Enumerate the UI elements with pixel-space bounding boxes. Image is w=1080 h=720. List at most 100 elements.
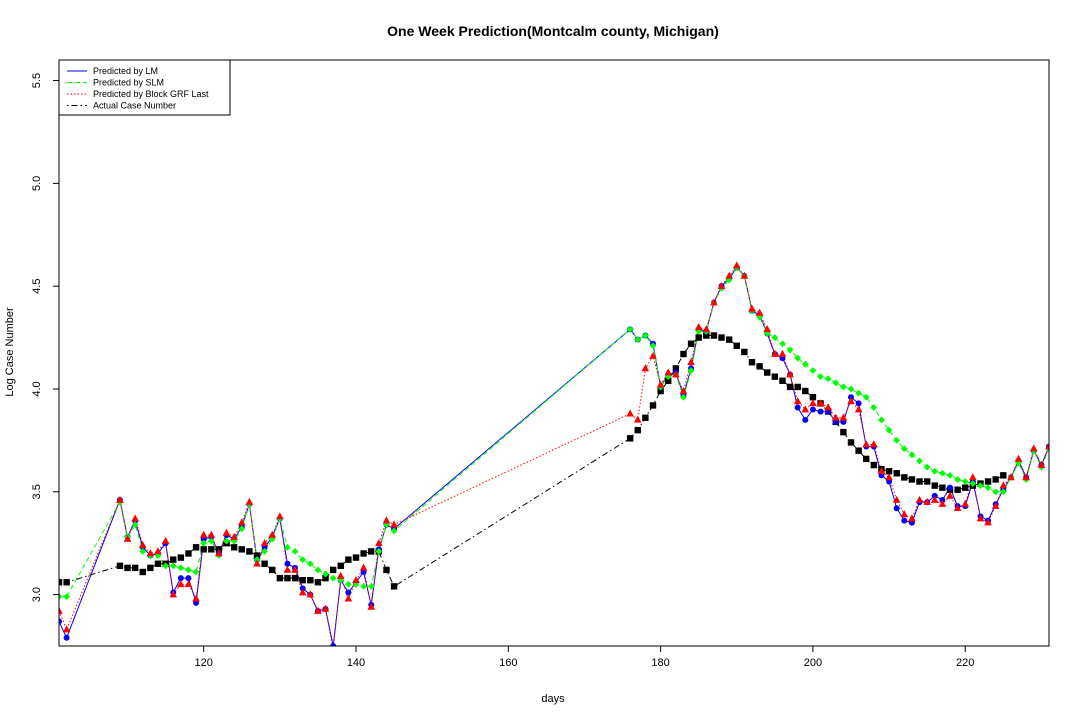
data-point-actual-case-number	[200, 546, 207, 553]
data-point-predicted-by-block-grf-last	[991, 501, 1000, 509]
data-point-predicted-by-slm	[238, 525, 246, 533]
data-point-predicted-by-slm	[885, 426, 893, 434]
data-point-predicted-by-slm	[352, 580, 360, 588]
data-point-actual-case-number	[908, 476, 916, 483]
data-point-actual-case-number	[261, 560, 268, 567]
data-point-predicted-by-slm	[961, 478, 969, 485]
data-point-predicted-by-block-grf-last	[877, 467, 886, 475]
data-point-actual-case-number	[916, 478, 923, 485]
data-point-predicted-by-slm	[207, 537, 215, 545]
data-point-predicted-by-block-grf-last	[961, 499, 970, 507]
data-point-predicted-by-slm	[641, 332, 649, 339]
data-point-predicted-by-block-grf-last	[763, 325, 772, 333]
data-point-predicted-by-block-grf-last	[283, 565, 292, 573]
data-point-predicted-by-slm	[284, 543, 291, 551]
data-point-predicted-by-slm	[862, 393, 870, 401]
data-point-predicted-by-slm	[824, 375, 832, 383]
x-axis: 120 140 160 180 200 220	[195, 646, 974, 669]
data-point-predicted-by-block-grf-last	[710, 298, 718, 306]
data-point-actual-case-number	[779, 377, 786, 384]
y-tick-label: 3.5	[31, 484, 43, 499]
data-point-predicted-by-block-grf-last	[306, 590, 315, 598]
data-point-actual-case-number	[840, 428, 847, 436]
data-point-predicted-by-block-grf-last	[260, 538, 269, 546]
data-point-actual-case-number	[253, 552, 261, 559]
data-point-actual-case-number	[649, 402, 657, 409]
series-markers	[59, 261, 1049, 646]
data-point-actual-case-number	[794, 383, 801, 391]
data-point-predicted-by-block-grf-last	[976, 514, 985, 522]
data-point-actual-case-number	[802, 387, 809, 395]
legend-box	[58, 59, 231, 116]
data-point-predicted-by-lm	[63, 634, 70, 641]
series-line-predicted-by-lm	[59, 266, 1049, 646]
data-point-predicted-by-slm	[916, 457, 923, 465]
data-point-predicted-by-block-grf-last	[786, 370, 794, 378]
data-point-predicted-by-block-grf-last	[672, 370, 680, 378]
data-point-predicted-by-slm	[832, 379, 840, 387]
data-point-predicted-by-lm	[794, 404, 801, 411]
data-point-predicted-by-slm	[192, 568, 200, 576]
data-point-predicted-by-block-grf-last	[1045, 442, 1049, 450]
data-point-predicted-by-lm	[855, 400, 862, 407]
data-point-actual-case-number	[748, 359, 756, 366]
data-point-predicted-by-lm	[330, 643, 337, 646]
data-point-actual-case-number	[1000, 472, 1007, 479]
data-point-predicted-by-block-grf-last	[892, 495, 901, 503]
data-point-predicted-by-slm	[786, 346, 794, 354]
data-point-predicted-by-block-grf-last	[333, 645, 334, 646]
data-point-predicted-by-block-grf-last	[1014, 454, 1023, 462]
data-point-predicted-by-block-grf-last	[1037, 460, 1046, 468]
data-point-actual-case-number	[984, 478, 992, 485]
data-point-predicted-by-block-grf-last	[215, 549, 223, 557]
data-point-actual-case-number	[901, 474, 908, 481]
data-point-actual-case-number	[687, 340, 695, 347]
data-point-predicted-by-block-grf-last	[154, 547, 162, 555]
data-point-actual-case-number	[147, 564, 154, 572]
data-point-predicted-by-block-grf-last	[184, 580, 193, 588]
data-point-predicted-by-block-grf-last	[923, 497, 931, 505]
data-point-predicted-by-slm	[626, 325, 634, 333]
data-point-actual-case-number	[809, 394, 817, 401]
data-point-predicted-by-slm	[329, 574, 337, 582]
y-axis: 3.0 3.5 4.0 4.5 5.0 5.5	[31, 73, 59, 602]
data-point-predicted-by-block-grf-last	[298, 588, 307, 596]
data-point-predicted-by-block-grf-last	[1029, 444, 1038, 452]
series-lines	[59, 264, 1049, 646]
data-point-predicted-by-block-grf-last	[831, 413, 840, 421]
data-point-predicted-by-block-grf-last	[870, 440, 878, 448]
data-point-predicted-by-block-grf-last	[314, 606, 322, 614]
data-point-predicted-by-block-grf-last	[908, 514, 916, 522]
data-point-predicted-by-slm	[223, 537, 230, 545]
data-point-actual-case-number	[725, 336, 733, 343]
data-point-predicted-by-block-grf-last	[938, 499, 947, 507]
data-point-actual-case-number	[59, 579, 63, 586]
data-point-predicted-by-block-grf-last	[177, 580, 185, 588]
data-point-predicted-by-slm	[847, 385, 855, 393]
data-point-predicted-by-block-grf-last	[199, 530, 208, 538]
data-point-predicted-by-slm	[870, 404, 878, 411]
data-point-predicted-by-block-grf-last	[839, 413, 848, 421]
data-point-actual-case-number	[238, 546, 245, 553]
data-point-predicted-by-block-grf-last	[352, 576, 360, 584]
data-point-predicted-by-block-grf-last	[809, 399, 817, 407]
data-point-predicted-by-block-grf-last	[230, 532, 238, 540]
x-tick-label: 120	[195, 657, 213, 669]
data-point-predicted-by-slm	[801, 360, 809, 368]
data-point-predicted-by-slm	[900, 445, 908, 453]
data-point-predicted-by-block-grf-last	[679, 386, 688, 394]
data-point-predicted-by-slm	[200, 539, 208, 547]
data-point-predicted-by-block-grf-last	[824, 403, 832, 411]
data-point-predicted-by-block-grf-last	[915, 495, 924, 503]
chart-title: One Week Prediction(Montcalm county, Mic…	[387, 23, 719, 39]
y-tick-label: 4.0	[31, 381, 43, 396]
data-point-actual-case-number	[314, 579, 322, 586]
data-point-predicted-by-lm	[817, 408, 824, 415]
data-point-actual-case-number	[291, 574, 299, 582]
data-point-actual-case-number	[718, 334, 725, 341]
data-point-actual-case-number	[345, 556, 352, 563]
data-point-predicted-by-block-grf-last	[946, 491, 954, 499]
data-point-actual-case-number	[307, 577, 314, 584]
data-point-predicted-by-slm	[367, 582, 375, 590]
data-point-actual-case-number	[246, 548, 253, 555]
